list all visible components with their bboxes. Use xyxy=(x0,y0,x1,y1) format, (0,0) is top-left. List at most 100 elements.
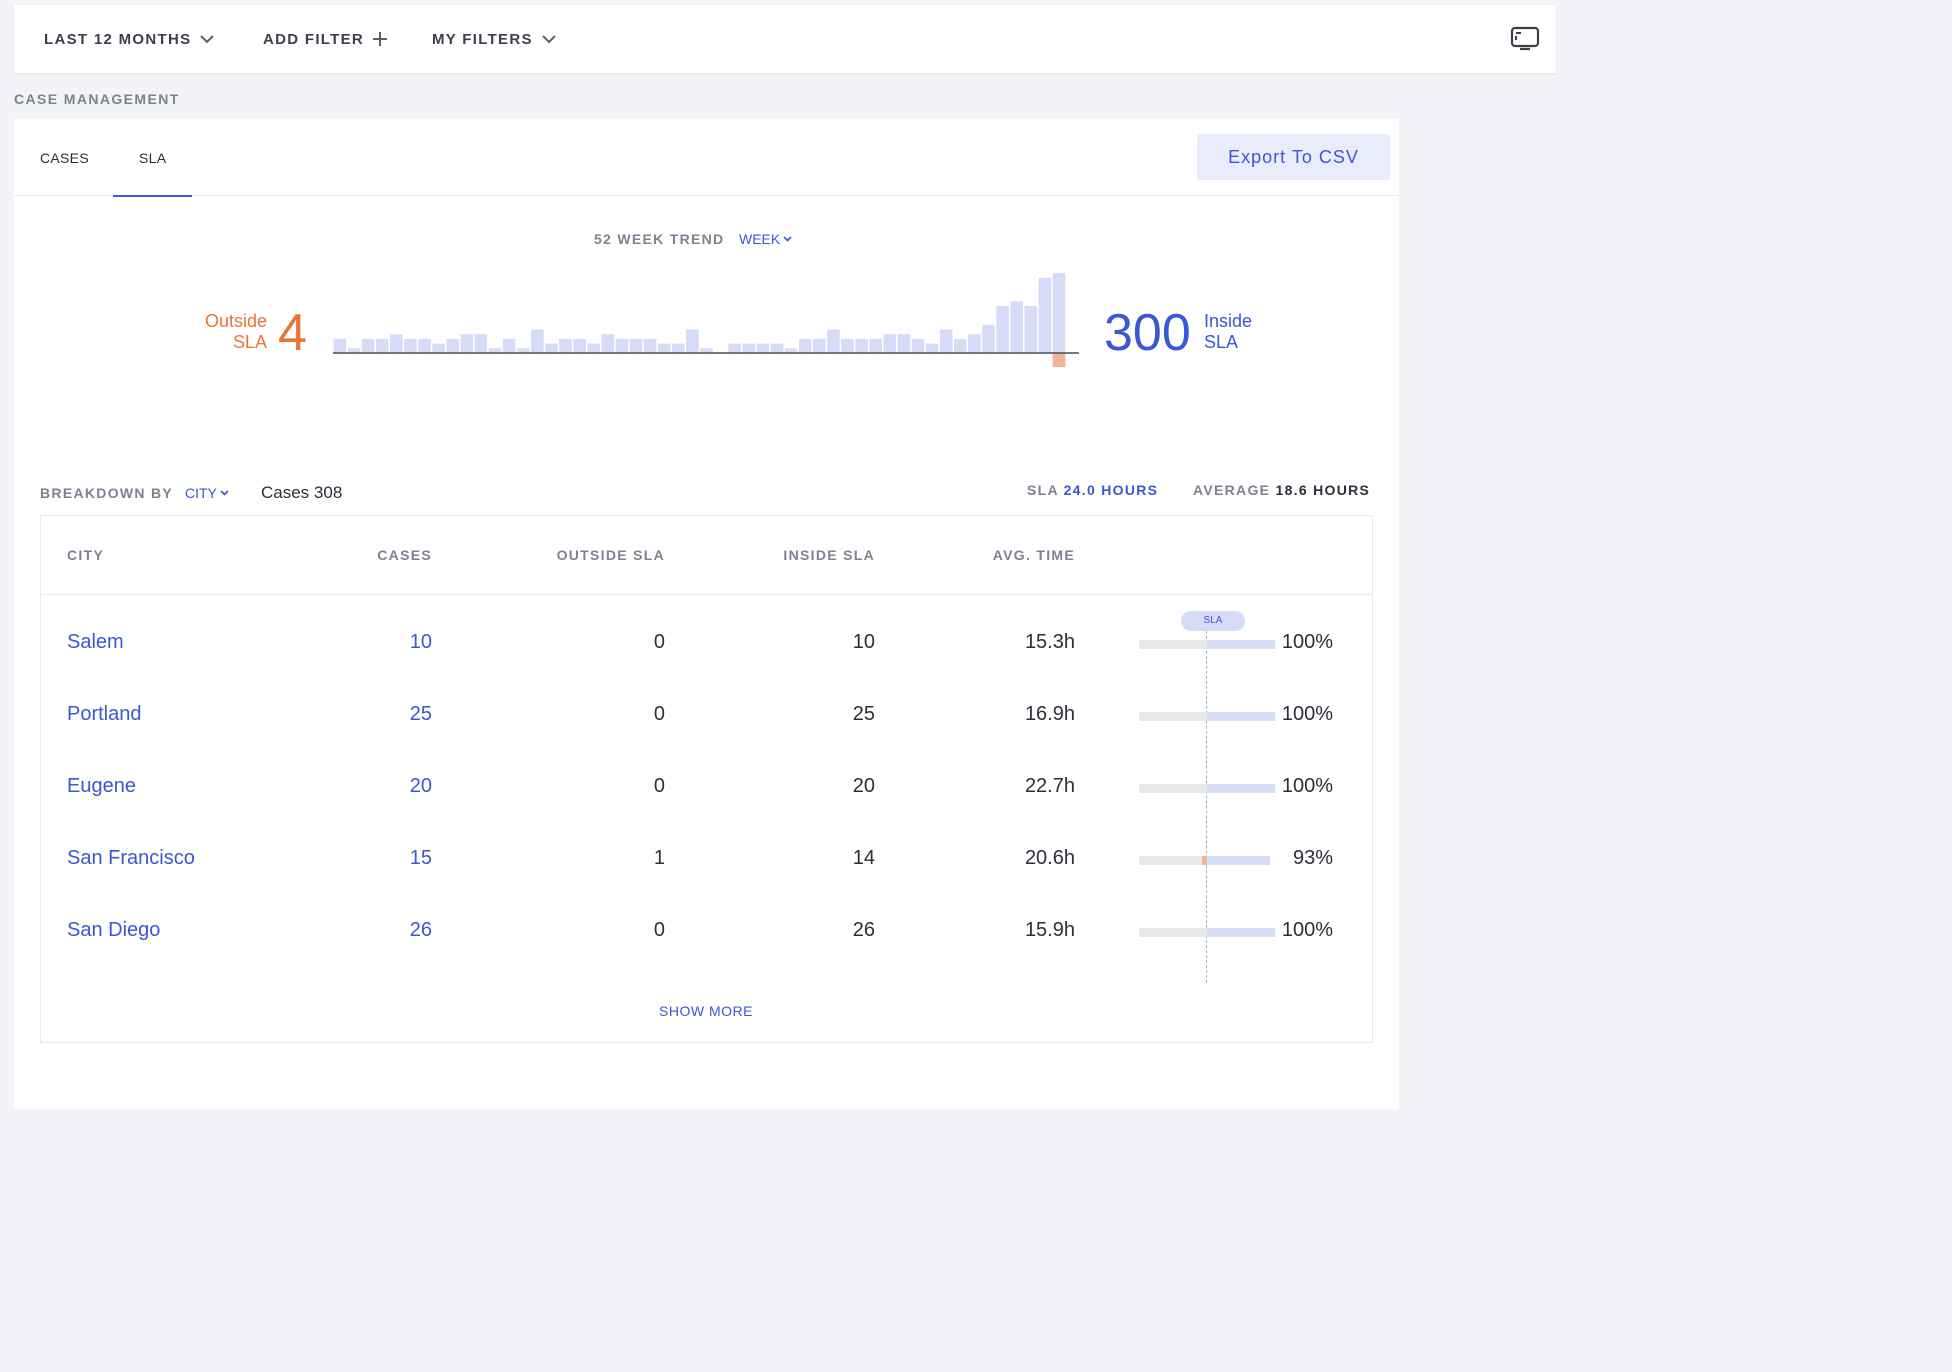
chevron-down-icon xyxy=(200,34,215,44)
add-filter-button[interactable]: ADD FILTER xyxy=(263,5,388,73)
inside-sla-percent: 100% xyxy=(1281,631,1333,653)
avg-time-value: 22.7h xyxy=(1024,775,1075,797)
avg-time-value: 15.9h xyxy=(1024,919,1075,941)
trend-bar-inside xyxy=(390,334,403,353)
trend-bar-inside xyxy=(347,348,361,353)
my-filters-dropdown[interactable]: MY FILTERS xyxy=(432,5,556,73)
trend-bar-inside xyxy=(1052,273,1066,353)
outside-sla-value: 0 xyxy=(653,631,665,653)
inside-label-line1: Inside xyxy=(1204,311,1253,331)
trend-bar-inside xyxy=(615,338,629,353)
trend-bar-inside xyxy=(474,334,488,353)
trend-bar-inside xyxy=(756,343,770,353)
sla-progress-bar xyxy=(1139,784,1275,793)
breakdown-table: CITY CASES OUTSIDE SLA INSIDE SLA AVG. T… xyxy=(40,515,1373,1043)
cases-link[interactable]: 15 xyxy=(409,847,432,869)
sla-marker-badge: SLA xyxy=(1181,611,1245,631)
trend-bar-inside xyxy=(686,329,699,353)
trend-bar-inside xyxy=(629,338,643,353)
table-row: San Diego 26 0 26 15.9h 100% xyxy=(41,895,1372,967)
trend-bar-inside xyxy=(939,329,953,353)
trend-bar-inside xyxy=(897,334,911,353)
outside-sla-value: 0 xyxy=(653,919,665,941)
trend-bar-inside xyxy=(432,343,445,353)
header-outside-sla[interactable]: OUTSIDE SLA xyxy=(556,547,665,563)
trend-bar-inside xyxy=(911,338,925,353)
trend-bar-inside xyxy=(827,329,840,353)
cases-link[interactable]: 20 xyxy=(409,775,432,797)
trend-bar-inside xyxy=(700,348,713,353)
outside-sla-count: 4 xyxy=(278,304,307,362)
bar-inside-fill xyxy=(1207,784,1275,793)
trend-bar-inside xyxy=(672,343,685,353)
city-link[interactable]: Portland xyxy=(67,703,142,725)
trend-bar-inside xyxy=(883,334,897,353)
show-more-link[interactable]: SHOW MORE xyxy=(659,1003,753,1019)
header-avg-time[interactable]: AVG. TIME xyxy=(992,547,1075,563)
inside-sla-value: 20 xyxy=(852,775,875,797)
average-time-value: 18.6 HOURS xyxy=(1275,482,1371,498)
sla-threshold-line xyxy=(1206,631,1207,983)
table-row: Portland 25 0 25 16.9h 100% xyxy=(41,679,1372,751)
trend-bar-inside xyxy=(968,334,981,353)
trend-bar-inside xyxy=(841,338,854,353)
trend-bar-inside xyxy=(855,338,868,353)
my-filters-label: MY FILTERS xyxy=(432,30,533,48)
trend-bar-outside xyxy=(1052,353,1066,367)
sla-progress-bar xyxy=(1139,712,1275,721)
table-header-row: CITY CASES OUTSIDE SLA INSIDE SLA AVG. T… xyxy=(41,516,1372,595)
sla-progress-bar xyxy=(1139,856,1275,865)
trend-bar-inside xyxy=(418,338,431,353)
sla-card: CASES SLA Export To CSV 52 WEEK TREND WE… xyxy=(14,119,1399,1109)
trend-granularity-dropdown[interactable]: WEEK xyxy=(739,231,792,247)
city-link[interactable]: San Francisco xyxy=(67,847,195,869)
inside-label-line2: SLA xyxy=(1204,332,1239,352)
trend-bar-inside xyxy=(813,338,826,353)
period-filter-dropdown[interactable]: LAST 12 MONTHS xyxy=(44,5,215,73)
table-row: San Francisco 15 1 14 20.6h 93% xyxy=(41,823,1372,895)
tv-mode-icon[interactable] xyxy=(1510,26,1540,52)
trend-bar-inside xyxy=(516,348,530,353)
bar-track-before-sla xyxy=(1139,712,1207,721)
inside-sla-value: 25 xyxy=(852,703,875,725)
trend-bar-inside xyxy=(488,348,502,353)
trend-bar-inside xyxy=(982,324,995,353)
trend-bar-inside xyxy=(587,343,600,353)
trend-bar-inside xyxy=(742,343,756,353)
bar-track-before-sla xyxy=(1139,640,1207,649)
breakdown-cases-count: Cases 308 xyxy=(261,483,343,502)
cases-link[interactable]: 10 xyxy=(409,631,432,653)
breakdown-dimension-dropdown[interactable]: CITY xyxy=(185,485,229,501)
city-link[interactable]: Eugene xyxy=(67,775,136,797)
tab-sla[interactable]: SLA xyxy=(112,119,194,197)
tab-cases[interactable]: CASES xyxy=(40,149,89,166)
export-csv-button[interactable]: Export To CSV xyxy=(1197,134,1390,180)
bar-outside-fill xyxy=(1202,856,1207,865)
inside-sla-value: 26 xyxy=(852,919,875,941)
trend-bar-inside xyxy=(601,334,615,353)
trend-bar-inside xyxy=(531,329,544,353)
bar-inside-fill xyxy=(1207,712,1275,721)
inside-sla-percent: 100% xyxy=(1281,775,1333,797)
average-time-stat: AVERAGE 18.6 HOURS xyxy=(1193,482,1370,498)
city-link[interactable]: San Diego xyxy=(67,919,161,941)
trend-bar-inside xyxy=(559,338,572,353)
cases-link[interactable]: 25 xyxy=(409,703,432,725)
cases-link[interactable]: 26 xyxy=(409,919,432,941)
sla-target-value: 24.0 HOURS xyxy=(1063,482,1159,498)
trend-chart xyxy=(333,273,1079,367)
trend-bar-inside xyxy=(573,338,586,353)
trend-bar-inside xyxy=(502,338,516,353)
inside-sla-percent: 93% xyxy=(1292,847,1333,869)
chevron-down-icon xyxy=(542,34,556,44)
header-city[interactable]: CITY xyxy=(67,547,105,563)
header-inside-sla[interactable]: INSIDE SLA xyxy=(783,547,875,563)
tab-bar: CASES SLA Export To CSV xyxy=(14,119,1399,197)
trend-bar-inside xyxy=(869,338,882,353)
header-cases[interactable]: CASES xyxy=(377,547,432,563)
trend-bar-inside xyxy=(643,338,657,353)
add-filter-label: ADD FILTER xyxy=(263,30,365,48)
avg-time-value: 15.3h xyxy=(1024,631,1075,653)
city-link[interactable]: Salem xyxy=(67,631,124,653)
bar-track-before-sla xyxy=(1139,856,1207,865)
